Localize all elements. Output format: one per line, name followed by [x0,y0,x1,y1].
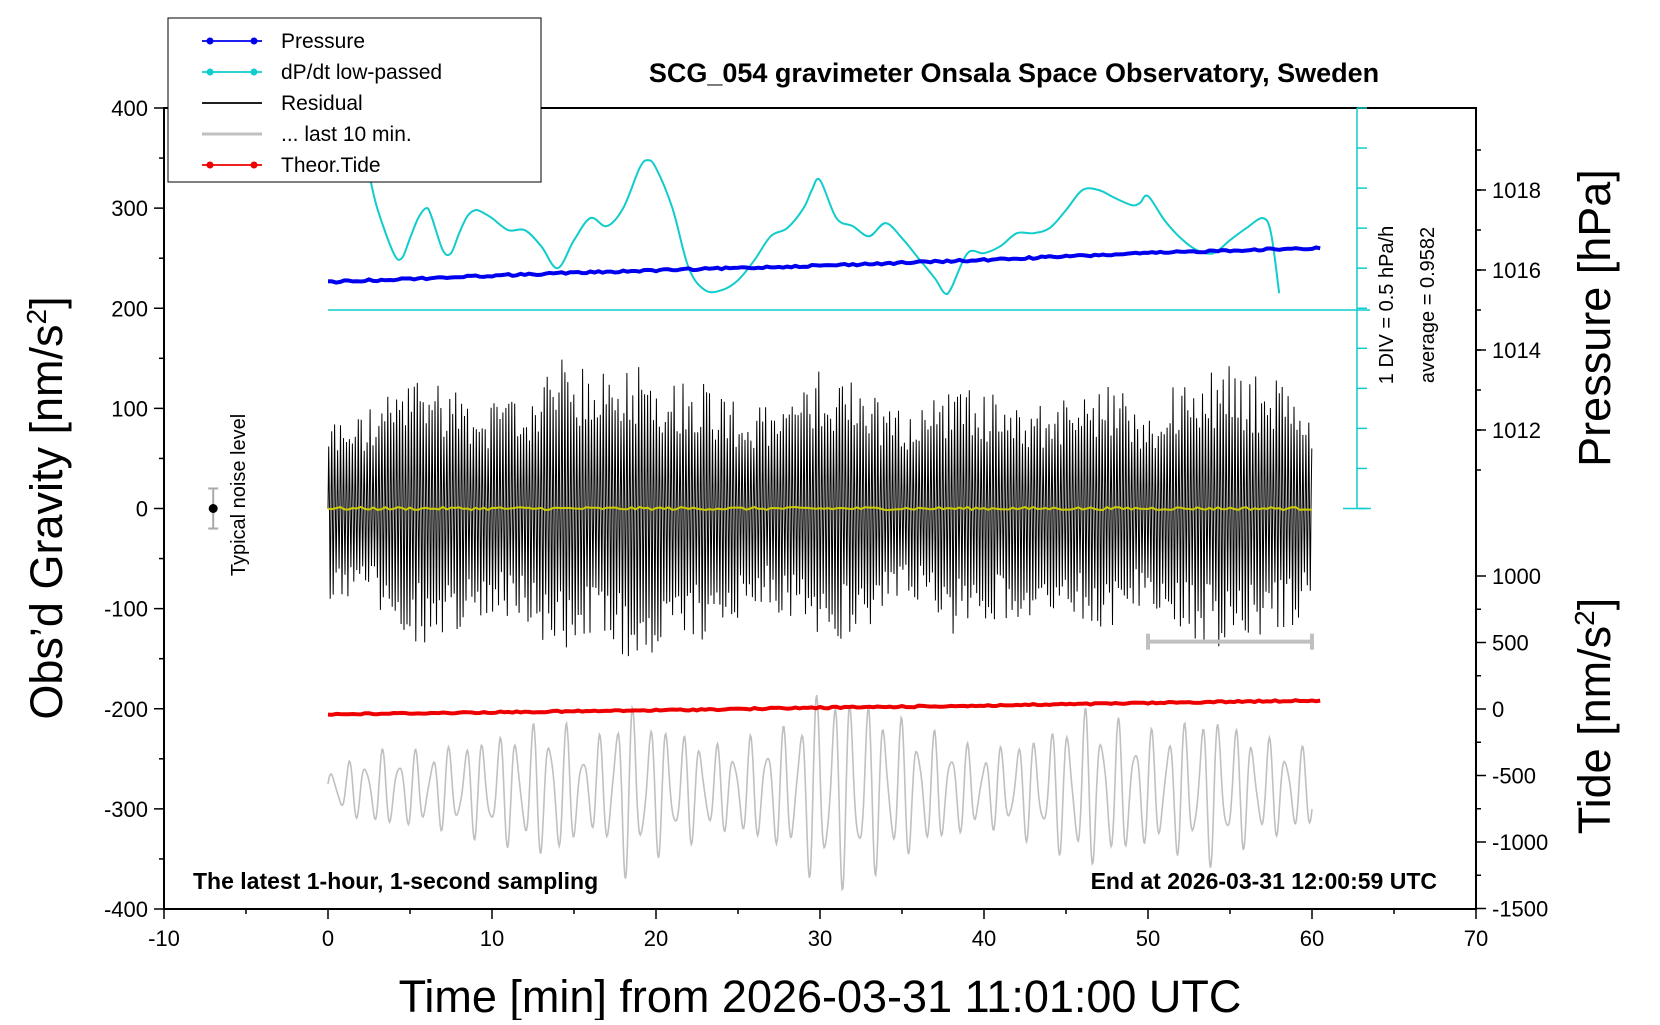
legend-label: ... last 10 min. [281,123,412,146]
series-residual-median-trace [327,505,1312,512]
y-axis-label-gravity-sup: 2 [21,309,52,325]
y-axis-label-tide: Tide [nm/s2] [1569,598,1620,834]
y-tick-label-gravity: 400 [111,96,148,121]
axes-layer: -10 0 10 20 30 40 50 60 704003002001000-100-200-… [104,96,1548,951]
annotation-sampling: The latest 1-hour, 1-second sampling [193,868,598,894]
y-axis-label-tide-sup: 2 [1569,610,1600,626]
noise-label: Typical noise level [228,414,250,576]
x-tick-label: 60 [1300,926,1324,951]
dpdt-div-label: 1 DIV = 0.5 hPa/h [1376,226,1398,384]
x-axis-label: Time [min] from 2026-03-31 11:01:00 UTC [399,971,1242,1020]
y-axis-label-tide-end: ] [1569,598,1620,611]
y-tick-label-gravity: -200 [104,697,148,722]
y-tick-label-pressure: 1012 [1492,418,1541,443]
legend: Pressure dP/dt low-passed Residual ... last… [167,17,542,183]
y-tick-label-gravity: 300 [111,196,148,221]
y-tick-label-tide: 0 [1492,697,1504,722]
y-tick-label-tide: 1000 [1492,564,1541,589]
y-tick-label-gravity: -300 [104,797,148,822]
series-pressure-line [327,245,1321,285]
y-tick-label-tide: -1500 [1492,897,1548,922]
legend-box [167,17,542,183]
noise-marker [208,504,218,513]
legend-marker [206,161,214,169]
legend-marker [206,37,214,45]
x-tick-label: 50 [1136,926,1160,951]
y-tick-label-pressure: 1016 [1492,258,1541,283]
y-axis-label-pressure: Pressure [hPa] [1569,169,1620,467]
y-tick-label-pressure: 1018 [1492,178,1541,203]
legend-label: Pressure [281,30,365,53]
y-tick-label-gravity: -400 [104,897,148,922]
y-axis-label-gravity: Obs’d Gravity [nm/s2] [21,296,72,719]
x-tick-label: 10 [480,926,504,951]
x-tick-label: 40 [972,926,996,951]
x-tick-label: -10 [148,926,180,951]
y-axis-label-gravity-end: ] [21,296,72,309]
x-tick-label: 0 [322,926,334,951]
legend-marker [250,68,258,76]
x-tick-label: 20 [644,926,668,951]
y-tick-label-pressure: 1014 [1492,338,1541,363]
y-tick-label-tide: -1000 [1492,830,1548,855]
y-tick-label-tide: -500 [1492,764,1536,789]
legend-marker [250,161,258,169]
y-tick-label-tide: 500 [1492,631,1529,656]
legend-items: Pressure dP/dt low-passed Residual ... last… [202,30,442,177]
series-last-10-min-line [327,694,1313,892]
chart-title: SCG_054 gravimeter Onsala Space Observat… [649,58,1379,88]
y-tick-label-gravity: 100 [111,396,148,421]
series-layer [327,159,1321,892]
legend-marker [250,37,258,45]
series-residual-line [327,359,1313,657]
legend-marker [206,68,214,76]
series-tide-line [327,698,1321,717]
legend-label: dP/dt low-passed [281,61,442,84]
x-tick-label: 30 [808,926,832,951]
x-tick-label: 70 [1464,926,1488,951]
legend-label: Residual [281,92,363,115]
y-tick-label-gravity: 0 [136,497,148,522]
legend-label: Theor.Tide [281,154,381,177]
annotation-end-time: End at 2026-03-31 12:00:59 UTC [1091,868,1437,894]
series-dpdt-line [368,159,1281,296]
y-tick-label-gravity: -100 [104,597,148,622]
y-tick-label-gravity: 200 [111,296,148,321]
y-axis-label-gravity-main: Obs’d Gravity [nm/s [21,325,72,720]
y-axis-label-tide-main: Tide [nm/s [1569,626,1620,834]
dpdt-average-label: average = 0.9582 [1417,227,1439,383]
